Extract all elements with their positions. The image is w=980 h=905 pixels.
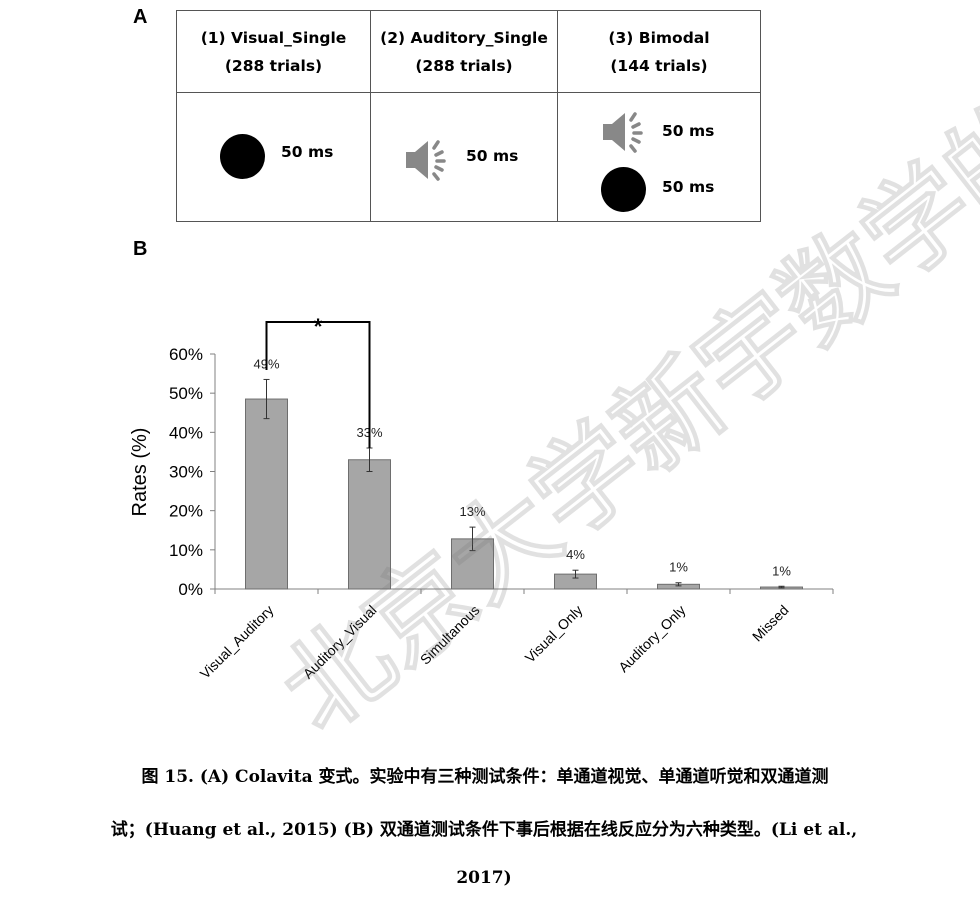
chart-axes: 0% 10% 20% 30% 40% 50% 60% Rates (%)	[129, 345, 834, 599]
y-axis-label: Rates (%)	[129, 428, 151, 517]
data-label: 4%	[566, 547, 585, 562]
column-trials: (288 trials)	[224, 57, 323, 75]
panel-a-letter: A	[133, 6, 148, 28]
y-tick-label: 10%	[169, 541, 203, 560]
y-tick-label: 20%	[169, 502, 203, 521]
trial-conditions-table: (1) Visual_Single (288 trials) (2) Audit…	[176, 10, 761, 222]
bimodal-stimulus-cell: 50 ms 50 ms	[558, 93, 760, 221]
black-circle-icon	[220, 134, 265, 179]
significance-bracket	[265, 321, 371, 448]
x-category-label: Simultanous	[417, 602, 483, 668]
column-header-bimodal: (3) Bimodal (144 trials)	[558, 11, 760, 93]
duration-label: 50 ms	[662, 122, 715, 140]
duration-label: 50 ms	[466, 147, 519, 165]
column-title: (3) Bimodal	[608, 29, 710, 47]
x-category-label: Auditory_Visual	[300, 602, 380, 682]
column-title: (1) Visual_Single	[200, 29, 347, 47]
speaker-icon	[406, 140, 446, 181]
significance-marker: *	[314, 314, 323, 339]
response-rates-bar-chart: 0%10%20%30%40%50%60%Rates (%) 49%Visual_…	[129, 314, 834, 682]
data-label: 1%	[669, 560, 688, 575]
column-trials: (144 trials)	[610, 57, 708, 75]
duration-label: 50 ms	[662, 178, 715, 196]
figure-caption-line-3: 2017)	[456, 868, 512, 888]
auditory-stimulus-cell: 50 ms	[371, 93, 558, 221]
x-category-label: Visual_Auditory	[197, 602, 277, 682]
y-tick-label: 30%	[169, 463, 203, 482]
x-category-label: Auditory_Only	[615, 602, 688, 675]
column-trials: (288 trials)	[415, 57, 513, 75]
bar	[348, 459, 391, 590]
black-circle-icon	[601, 167, 646, 212]
data-label: 13%	[459, 504, 485, 519]
y-tick-label: 50%	[169, 384, 203, 403]
x-category-label: Missed	[749, 602, 792, 645]
x-category-label: Visual_Only	[522, 602, 586, 666]
visual-stimulus-cell: 50 ms	[177, 93, 371, 221]
y-tick-label: 0%	[178, 580, 203, 599]
y-tick-label: 60%	[169, 345, 203, 364]
column-header-visual: (1) Visual_Single (288 trials)	[177, 11, 371, 93]
data-label: 1%	[772, 563, 791, 578]
duration-label: 50 ms	[281, 143, 334, 161]
chart-bars	[245, 378, 803, 590]
column-title: (2) Auditory_Single	[380, 29, 548, 47]
speaker-icon	[603, 112, 643, 153]
figure-caption-line-1: 图 15. (A) Colavita 变式。实验中有三种测试条件：单通道视觉、单…	[141, 767, 829, 787]
y-tick-label: 40%	[169, 423, 203, 442]
bar	[451, 538, 494, 590]
bar	[245, 398, 288, 590]
panel-b-letter: B	[133, 238, 148, 260]
figure-caption-line-2: 试；(Huang et al., 2015) (B) 双通道测试条件下事后根据在…	[110, 820, 858, 840]
column-header-auditory: (2) Auditory_Single (288 trials)	[371, 11, 558, 93]
